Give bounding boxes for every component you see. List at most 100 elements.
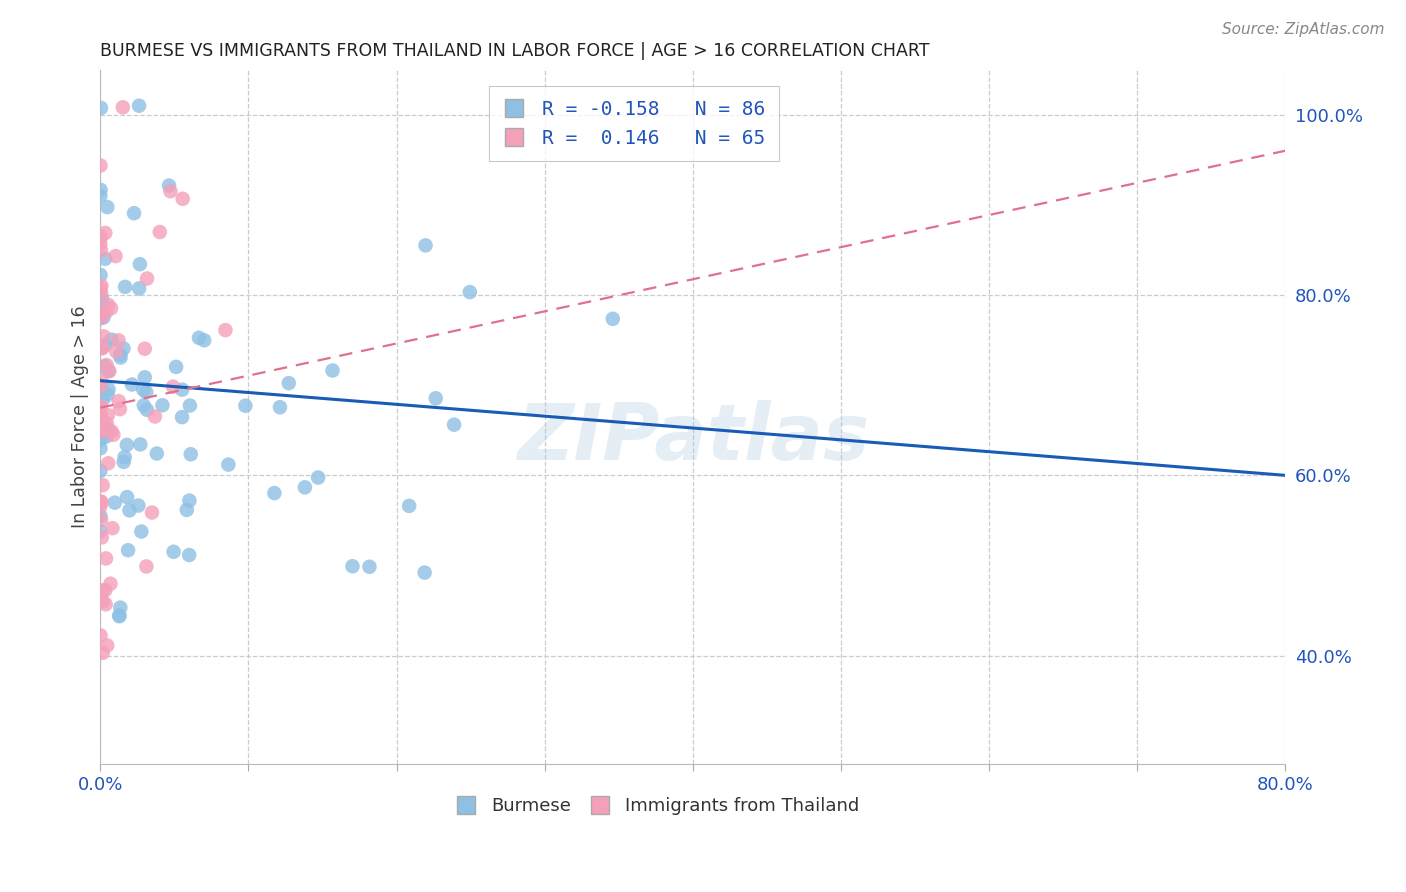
Point [89, 268, 111, 282]
Point [100, 424, 122, 438]
Point [128, 281, 150, 295]
Point [89, 508, 111, 523]
Point [90, 230, 112, 244]
Point [96, 429, 118, 443]
Point [90, 495, 112, 509]
Point [97, 382, 120, 396]
Point [90, 278, 112, 293]
Point [149, 225, 172, 239]
Point [91, 423, 114, 437]
Point [90, 101, 112, 115]
Point [443, 417, 465, 432]
Point [179, 399, 201, 413]
Point [90, 307, 112, 321]
Point [415, 238, 437, 252]
Point [294, 480, 316, 494]
Point [172, 383, 194, 397]
Point [90, 513, 112, 527]
Point [93, 329, 115, 343]
Point [91, 594, 114, 608]
Point [89, 464, 111, 478]
Point [131, 524, 153, 539]
Point [104, 496, 127, 510]
Point [143, 409, 166, 424]
Point [93, 392, 115, 406]
Point [121, 377, 143, 392]
Point [89, 310, 111, 325]
Point [89, 418, 111, 433]
Point [398, 499, 420, 513]
Point [90, 339, 112, 353]
Point [214, 323, 236, 337]
Point [128, 257, 150, 271]
Point [235, 399, 257, 413]
Point [188, 331, 211, 345]
Point [100, 576, 122, 591]
Point [90, 433, 112, 447]
Point [96, 422, 118, 436]
Point [89, 524, 111, 539]
Point [89, 237, 111, 252]
Point [90, 373, 112, 387]
Point [136, 271, 159, 285]
Point [96, 358, 118, 372]
Point [90, 183, 112, 197]
Point [97, 456, 120, 470]
Point [97, 408, 120, 422]
Text: ZIPatlas: ZIPatlas [516, 400, 869, 475]
Point [115, 490, 138, 504]
Point [180, 447, 202, 461]
Point [217, 458, 239, 472]
Point [90, 244, 112, 258]
Point [94, 551, 117, 566]
Point [413, 566, 436, 580]
Point [108, 608, 131, 623]
Point [110, 348, 132, 362]
Point [104, 249, 127, 263]
Point [115, 438, 138, 452]
Point [89, 159, 111, 173]
Point [269, 401, 291, 415]
Point [89, 424, 111, 438]
Point [118, 503, 141, 517]
Point [141, 506, 163, 520]
Point [89, 500, 111, 514]
Point [89, 307, 111, 321]
Point [98, 364, 121, 378]
Point [146, 446, 169, 460]
Point [90, 311, 112, 326]
Point [89, 442, 111, 456]
Point [135, 559, 157, 574]
Point [112, 455, 135, 469]
Point [132, 399, 155, 413]
Y-axis label: In Labor Force | Age > 16: In Labor Force | Age > 16 [72, 305, 89, 528]
Point [425, 392, 447, 406]
Point [91, 341, 114, 355]
Point [89, 281, 111, 295]
Point [107, 394, 129, 409]
Point [176, 503, 198, 517]
Point [93, 423, 115, 437]
Point [128, 99, 150, 113]
Point [89, 400, 111, 414]
Point [162, 379, 184, 393]
Point [89, 379, 111, 393]
Point [90, 530, 112, 544]
Point [93, 310, 115, 325]
Point [90, 286, 112, 301]
Point [100, 333, 122, 347]
Point [110, 600, 132, 615]
Point [90, 409, 112, 423]
Point [458, 285, 481, 299]
Point [94, 582, 117, 597]
Text: Source: ZipAtlas.com: Source: ZipAtlas.com [1222, 22, 1385, 37]
Point [96, 200, 118, 214]
Point [91, 341, 114, 355]
Point [111, 100, 134, 114]
Point [105, 344, 128, 359]
Point [359, 559, 381, 574]
Point [103, 427, 125, 442]
Point [135, 402, 157, 417]
Point [94, 338, 117, 352]
Point [307, 470, 329, 484]
